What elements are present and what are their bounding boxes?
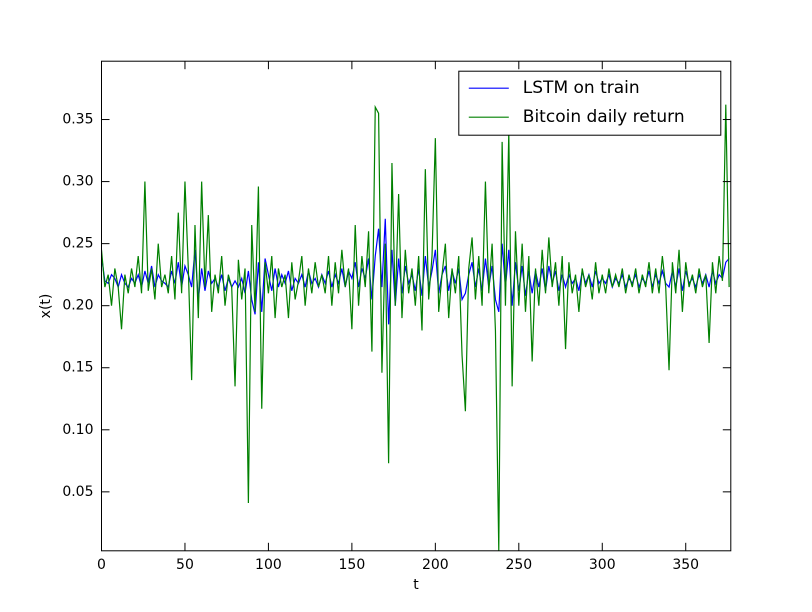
- legend-label: LSTM on train: [523, 78, 640, 98]
- plot-lines: [101, 104, 730, 551]
- legend-label: Bitcoin daily return: [523, 107, 685, 127]
- y-tick-label: 0.20: [62, 298, 93, 314]
- x-tick-label: 100: [255, 557, 282, 573]
- x-tick-label: 350: [672, 557, 699, 573]
- x-tick-label: 0: [97, 557, 106, 573]
- x-tick-label: 200: [422, 557, 449, 573]
- legend-box: [458, 70, 722, 136]
- x-axis-label: t: [413, 577, 419, 593]
- x-tick-label: 250: [505, 557, 532, 573]
- y-tick-label: 0.05: [62, 484, 93, 500]
- x-tick-label: 300: [589, 557, 616, 573]
- x-tick-label: 50: [176, 557, 194, 573]
- y-tick-label: 0.25: [62, 236, 93, 252]
- y-tick-label: 0.30: [62, 174, 93, 190]
- y-axis-label: x(t): [38, 294, 54, 319]
- x-tick-label: 150: [339, 557, 366, 573]
- y-tick-label: 0.10: [62, 422, 93, 438]
- data-line: [101, 104, 730, 551]
- y-tick-label: 0.35: [62, 112, 93, 128]
- y-tick-label: 0.15: [62, 360, 93, 376]
